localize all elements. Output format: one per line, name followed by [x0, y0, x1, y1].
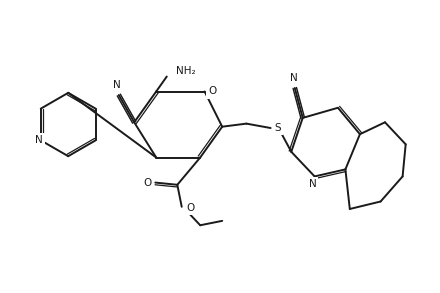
Text: O: O — [143, 178, 151, 188]
Text: N: N — [308, 179, 316, 189]
Text: NH₂: NH₂ — [176, 66, 195, 76]
Text: O: O — [209, 86, 216, 96]
Text: O: O — [186, 203, 194, 213]
Text: N: N — [290, 73, 297, 83]
Text: N: N — [35, 135, 42, 145]
Text: N: N — [113, 80, 121, 90]
Text: S: S — [274, 123, 281, 133]
